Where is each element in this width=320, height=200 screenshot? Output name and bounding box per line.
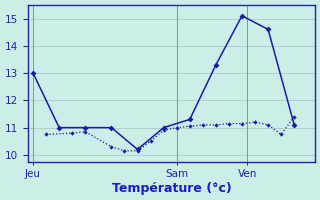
X-axis label: Température (°c): Température (°c): [112, 182, 231, 195]
